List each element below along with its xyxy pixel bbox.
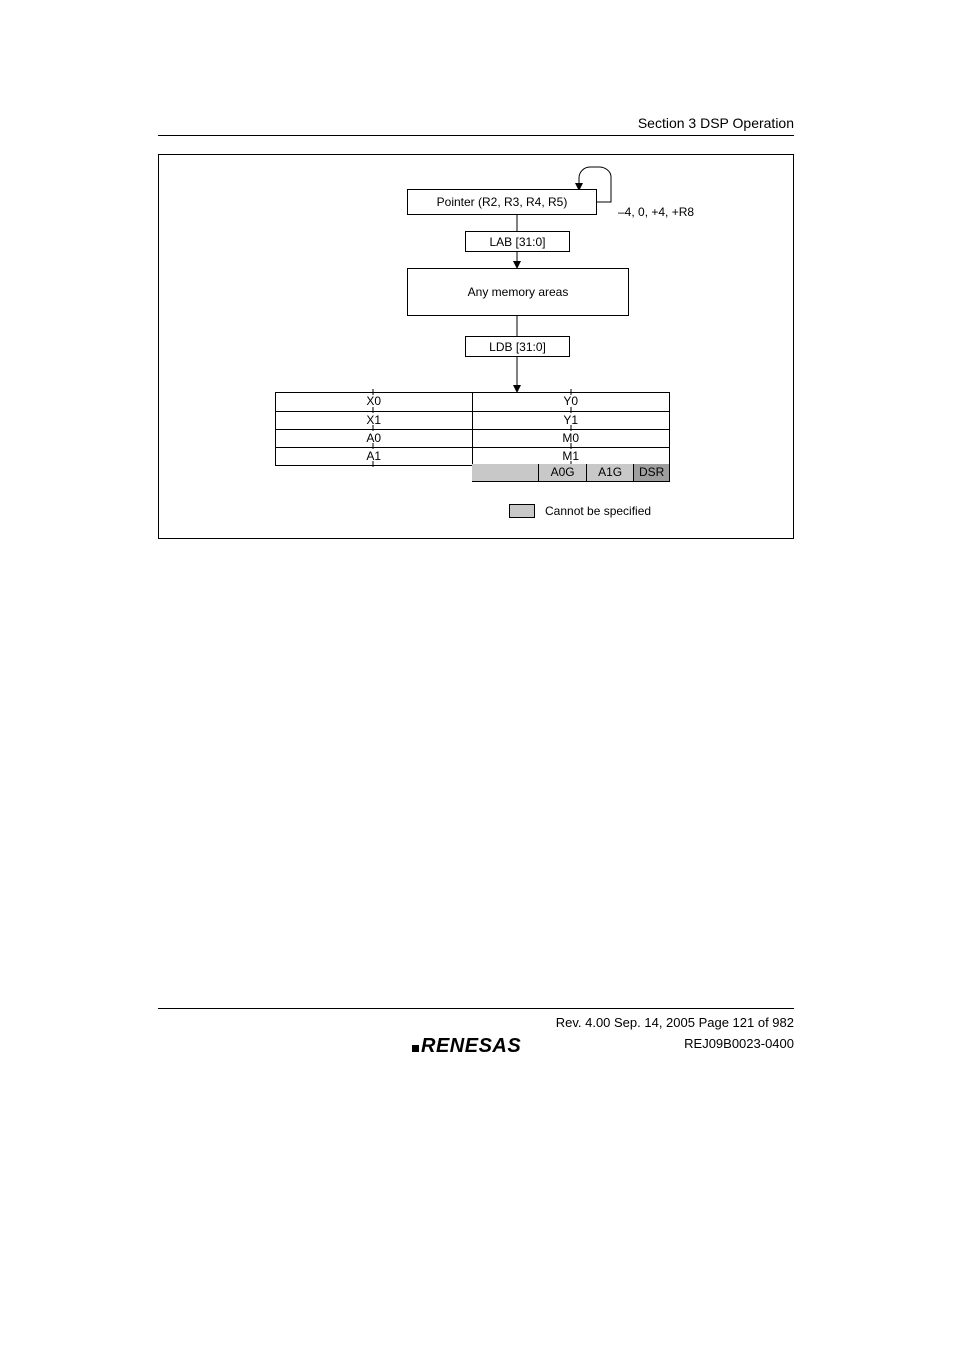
- guard-a0g: A0G: [539, 464, 587, 482]
- guard-empty: [472, 464, 539, 482]
- logo-text: RENESAS: [421, 1035, 521, 1057]
- reg-cell: X1: [276, 412, 473, 429]
- page-body: Section 3 DSP Operation: [158, 115, 794, 539]
- section-label: Section 3 DSP Operation: [638, 115, 794, 131]
- reg-cell: M1: [473, 448, 670, 465]
- memory-label: Any memory areas: [468, 285, 569, 299]
- diagram-frame: Pointer (R2, R3, R4, R5) –4, 0, +4, +R8 …: [158, 154, 794, 539]
- section-header: Section 3 DSP Operation: [158, 115, 794, 136]
- legend-text: Cannot be specified: [545, 504, 651, 518]
- logo-dot-icon: [412, 1045, 419, 1052]
- reg-cell: X0: [276, 393, 473, 411]
- table-row: A0 M0: [276, 429, 669, 447]
- table-row: X1 Y1: [276, 411, 669, 429]
- legend: Cannot be specified: [509, 504, 651, 518]
- table-row: X0 Y0: [276, 393, 669, 411]
- lab-box: LAB [31:0]: [465, 231, 570, 252]
- offsets-label: –4, 0, +4, +R8: [618, 205, 694, 219]
- footer-rule: [158, 1008, 794, 1009]
- ldb-box: LDB [31:0]: [465, 336, 570, 357]
- register-table: X0 Y0 X1 Y1 A0 M0 A1 M1: [275, 392, 670, 466]
- guard-row: A0G A1G DSR: [472, 464, 670, 482]
- lab-label: LAB [31:0]: [489, 235, 545, 249]
- reg-cell: A1: [276, 448, 473, 465]
- guard-dsr: DSR: [634, 464, 670, 482]
- memory-box: Any memory areas: [407, 268, 629, 316]
- page-footer: Rev. 4.00 Sep. 14, 2005 Page 121 of 982 …: [158, 1008, 794, 1051]
- reg-cell: Y0: [473, 393, 670, 411]
- reg-cell: Y1: [473, 412, 670, 429]
- guard-a1g: A1G: [587, 464, 635, 482]
- pointer-label: Pointer (R2, R3, R4, R5): [437, 195, 568, 209]
- reg-cell: A0: [276, 430, 473, 447]
- ldb-label: LDB [31:0]: [489, 340, 546, 354]
- renesas-logo: RENESAS: [412, 1035, 521, 1058]
- legend-swatch: [509, 504, 535, 518]
- table-row: A1 M1: [276, 447, 669, 465]
- pointer-box: Pointer (R2, R3, R4, R5): [407, 189, 597, 215]
- footer-rev-line: Rev. 4.00 Sep. 14, 2005 Page 121 of 982: [158, 1015, 794, 1030]
- reg-cell: M0: [473, 430, 670, 447]
